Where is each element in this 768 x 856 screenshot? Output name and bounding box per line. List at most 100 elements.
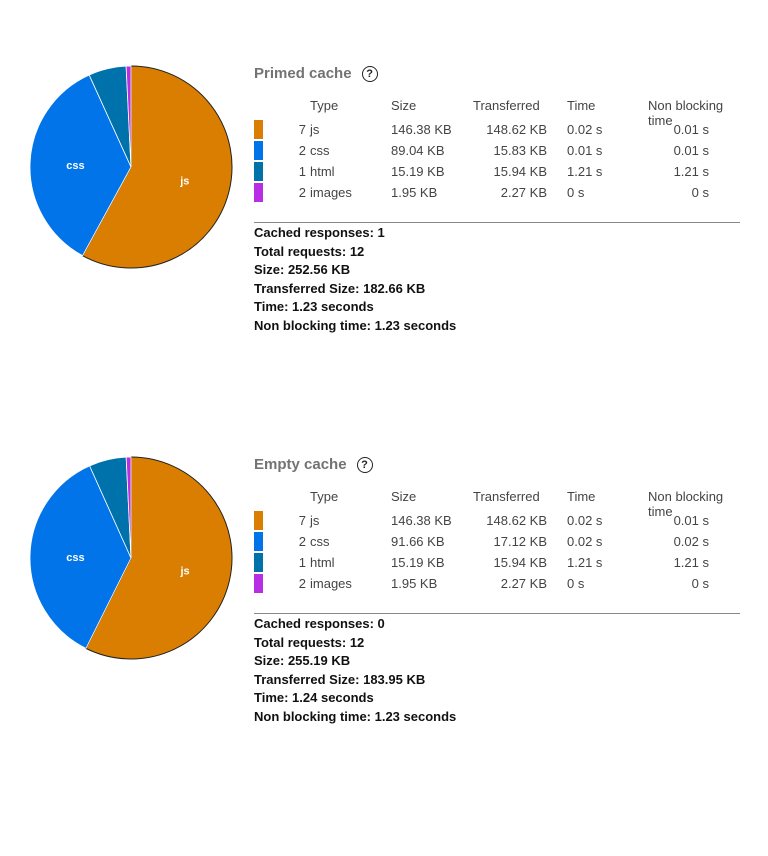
- summary-line: Non blocking time: 1.23 seconds: [254, 708, 457, 724]
- type: html: [310, 555, 335, 570]
- header-transferred[interactable]: Transferred: [473, 98, 540, 113]
- type: images: [310, 185, 352, 200]
- pie-slice-images[interactable]: [125, 456, 132, 559]
- header-time[interactable]: Time: [567, 98, 596, 113]
- table-row: 7 js 146.38 KB 148.62 KB 0.02 s 0.01 s: [254, 511, 744, 532]
- time: 0.02 s: [567, 534, 603, 549]
- count: 2: [298, 185, 306, 200]
- type: css: [310, 143, 330, 158]
- header-type[interactable]: Type: [310, 489, 339, 504]
- summary-line: Total requests: 12: [254, 243, 365, 259]
- transferred: 2.27 KB: [500, 185, 547, 200]
- non-blocking-time: 0.01 s: [673, 122, 709, 137]
- pie-slice-css[interactable]: [29, 465, 132, 649]
- count: 2: [298, 576, 306, 591]
- help-icon[interactable]: ?: [356, 456, 373, 473]
- size: 91.66 KB: [391, 534, 445, 549]
- pie-label-js: js: [179, 176, 189, 188]
- color-swatch: [254, 532, 263, 551]
- header-transferred[interactable]: Transferred: [473, 489, 540, 504]
- table-row: 2 css 91.66 KB 17.12 KB 0.02 s 0.02 s: [254, 532, 744, 553]
- color-swatch: [254, 511, 263, 530]
- time: 1.21 s: [567, 555, 603, 570]
- type: js: [310, 122, 320, 137]
- table-row: 2 css 89.04 KB 15.83 KB 0.01 s 0.01 s: [254, 141, 744, 162]
- non-blocking-time: 0.01 s: [673, 143, 709, 158]
- transferred: 148.62 KB: [486, 513, 547, 528]
- summary-line: Transferred Size: 183.95 KB: [254, 671, 426, 687]
- pie-chart: js css: [29, 456, 233, 660]
- help-icon[interactable]: ?: [361, 65, 378, 82]
- time: 0.02 s: [567, 122, 603, 137]
- size: 89.04 KB: [391, 143, 445, 158]
- count: 2: [298, 143, 306, 158]
- transferred: 2.27 KB: [500, 576, 547, 591]
- color-swatch: [254, 574, 263, 593]
- header-size[interactable]: Size: [391, 489, 417, 504]
- header-time[interactable]: Time: [567, 489, 596, 504]
- pie-label-css: css: [66, 160, 84, 172]
- color-swatch: [254, 141, 263, 160]
- summary-line: Transferred Size: 182.66 KB: [254, 280, 426, 296]
- size: 1.95 KB: [391, 576, 438, 591]
- pie-slice-js[interactable]: [85, 456, 233, 660]
- time: 0 s: [567, 576, 585, 591]
- type: html: [310, 164, 335, 179]
- non-blocking-time: 0.02 s: [673, 534, 709, 549]
- transferred: 15.94 KB: [493, 164, 548, 179]
- type: images: [310, 576, 352, 591]
- summary-line: Time: 1.23 seconds: [254, 299, 374, 314]
- divider: [254, 613, 740, 614]
- section-title-text: Primed cache: [254, 65, 352, 82]
- header-size[interactable]: Size: [391, 98, 417, 113]
- size: 15.19 KB: [391, 555, 445, 570]
- table-row: 2 images 1.95 KB 2.27 KB 0 s 0 s: [254, 574, 744, 595]
- summary-line: Size: 255.19 KB: [254, 653, 351, 668]
- divider: [254, 222, 740, 223]
- transferred: 15.94 KB: [493, 555, 548, 570]
- time: 1.21 s: [567, 164, 603, 179]
- pie-slice-images[interactable]: [125, 65, 132, 168]
- table-row: 2 images 1.95 KB 2.27 KB 0 s 0 s: [254, 183, 744, 204]
- stats-section-empty: js css Empty cache? Type Size Transferred …: [0, 456, 768, 856]
- type: css: [310, 534, 330, 549]
- table-row: 1 html 15.19 KB 15.94 KB 1.21 s 1.21 s: [254, 162, 744, 183]
- count: 7: [298, 513, 306, 528]
- summary-line: Size: 252.56 KB: [254, 262, 351, 277]
- time: 0.01 s: [567, 143, 603, 158]
- header-non-blocking[interactable]: Non blocking time: [648, 98, 724, 128]
- size: 146.38 KB: [391, 513, 452, 528]
- header-non-blocking[interactable]: Non blocking time: [648, 489, 724, 519]
- summary-line: Time: 1.24 seconds: [254, 690, 374, 705]
- non-blocking-time: 1.21 s: [673, 164, 709, 179]
- size: 146.38 KB: [391, 122, 452, 137]
- table-row: 7 js 146.38 KB 148.62 KB 0.02 s 0.01 s: [254, 120, 744, 141]
- count: 1: [298, 164, 306, 179]
- stats-section-primed: js css Primed cache? Type Size Transferred…: [0, 65, 768, 465]
- transferred: 15.83 KB: [493, 143, 548, 158]
- summary-line: Total requests: 12: [254, 634, 365, 650]
- pie-slice-css[interactable]: [29, 74, 132, 257]
- pie-slice-js[interactable]: [81, 65, 233, 269]
- pie-chart: js css: [29, 65, 233, 269]
- table-row: 1 html 15.19 KB 15.94 KB 1.21 s 1.21 s: [254, 553, 744, 574]
- count: 1: [298, 555, 306, 570]
- color-swatch: [254, 183, 263, 202]
- size: 1.95 KB: [391, 185, 438, 200]
- color-swatch: [254, 162, 263, 181]
- transferred: 17.12 KB: [493, 534, 548, 549]
- type: js: [310, 513, 320, 528]
- count: 7: [298, 122, 306, 137]
- non-blocking-time: 0.01 s: [673, 513, 709, 528]
- non-blocking-time: 1.21 s: [673, 555, 709, 570]
- non-blocking-time: 0 s: [691, 576, 709, 591]
- pie-label-js: js: [179, 566, 189, 578]
- section-title-text: Empty cache: [254, 456, 347, 473]
- header-type[interactable]: Type: [310, 98, 339, 113]
- size: 15.19 KB: [391, 164, 445, 179]
- color-swatch: [254, 120, 263, 139]
- time: 0 s: [567, 185, 585, 200]
- pie-label-css: css: [66, 552, 84, 564]
- count: 2: [298, 534, 306, 549]
- non-blocking-time: 0 s: [691, 185, 709, 200]
